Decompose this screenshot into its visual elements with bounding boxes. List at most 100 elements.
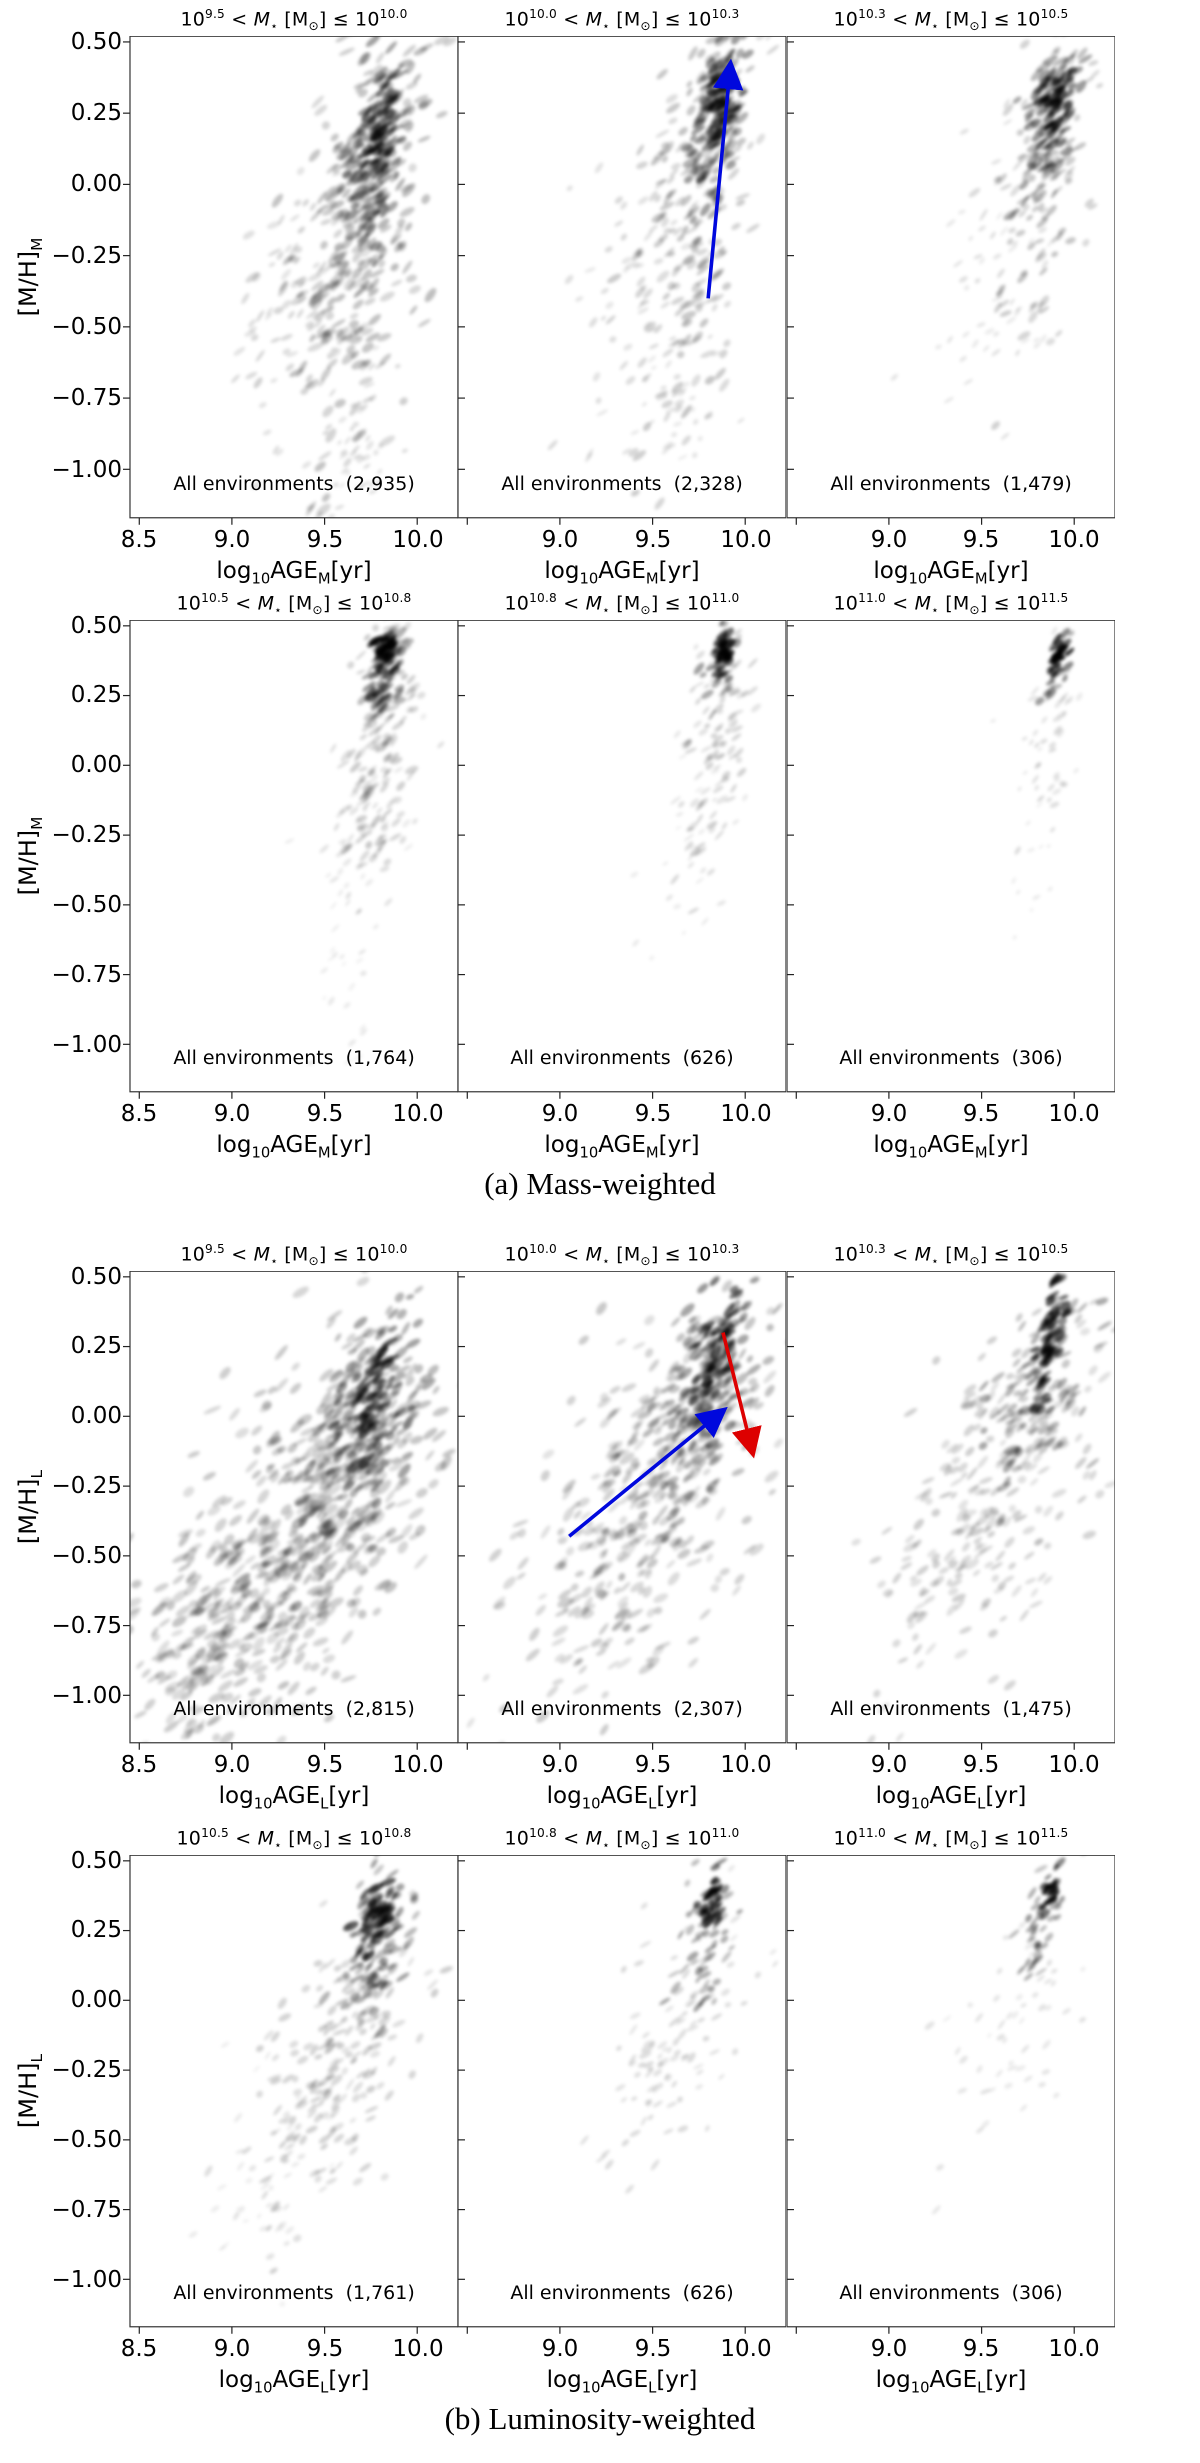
x-tick-label: 9.0 xyxy=(541,527,579,553)
panel-011: All environments (626) xyxy=(457,620,787,1099)
density-cloud xyxy=(989,626,1083,940)
x-tick-label: 9.5 xyxy=(306,1101,344,1127)
panel-102: All environments (1,475) xyxy=(786,1271,1115,1750)
x-tick-label: 9.5 xyxy=(306,2336,344,2362)
x-tick-label: 8.5 xyxy=(120,1101,158,1127)
x-axis-label: log10AGEL[yr] xyxy=(218,2367,370,2397)
x-tick-label: 10.0 xyxy=(392,527,444,553)
x-tick-label: 9.5 xyxy=(306,1752,344,1778)
annotation: All environments (306) xyxy=(839,2282,1062,2304)
caption-mass-weighted: (a) Mass-weighted xyxy=(484,1166,716,1201)
density-cloud xyxy=(580,1857,779,2194)
x-tick-label: 10.0 xyxy=(1048,527,1100,553)
panel-title-101: 1010.0 < M⋆ [M⊙] ≤ 1010.3 xyxy=(504,1242,740,1269)
y-tick-label: −0.25 xyxy=(51,2057,122,2083)
panel-border xyxy=(786,620,1115,1093)
x-tick-label: 9.0 xyxy=(541,1752,579,1778)
y-tick-label: 0.50 xyxy=(70,1264,122,1290)
x-tick-label: 10.0 xyxy=(720,2336,772,2362)
x-tick-label: 9.0 xyxy=(870,2336,908,2362)
panel-title-002: 1010.3 < M⋆ [M⊙] ≤ 1010.5 xyxy=(833,7,1069,34)
annotation: All environments (1,761) xyxy=(173,2282,414,2304)
caption-luminosity-weighted: (b) Luminosity-weighted xyxy=(444,2401,756,2436)
density-cloud xyxy=(231,36,457,518)
y-tick-label: −1.00 xyxy=(51,1683,122,1709)
y-tick-label: 0.25 xyxy=(70,1917,122,1943)
annotation: All environments (2,307) xyxy=(502,1698,743,1720)
y-tick-label: 0.00 xyxy=(70,1987,122,2013)
panel-title-001: 1010.0 < M⋆ [M⊙] ≤ 1010.3 xyxy=(504,7,740,34)
panel-010: All environments (1,764) xyxy=(122,620,458,1099)
x-axis-label: log10AGEM[yr] xyxy=(873,1132,1029,1162)
annotation: All environments (1,475) xyxy=(830,1698,1071,1720)
y-tick-label: −0.25 xyxy=(51,243,122,269)
y-tick-label: −0.25 xyxy=(51,822,122,848)
density-cloud xyxy=(284,620,445,1066)
x-tick-label: 9.0 xyxy=(541,1101,579,1127)
panel-border xyxy=(786,36,1115,519)
panel-002: All environments (1,479) xyxy=(786,36,1115,525)
x-tick-label: 9.5 xyxy=(634,1752,672,1778)
y-tick-label: −0.50 xyxy=(51,892,122,918)
x-tick-label: 9.5 xyxy=(306,527,344,553)
panel-title-112: 1011.0 < M⋆ [M⊙] ≤ 1011.5 xyxy=(833,1826,1069,1853)
panel-001: All environments (2,328) xyxy=(457,36,787,525)
y-tick-label: 0.50 xyxy=(70,1848,122,1874)
x-axis-label: log10AGEM[yr] xyxy=(216,1132,372,1162)
density-cloud xyxy=(188,1855,453,2307)
y-tick-label: 0.50 xyxy=(70,29,122,55)
x-tick-label: 8.5 xyxy=(120,1752,158,1778)
density-cloud xyxy=(890,36,1103,440)
x-tick-label: 9.5 xyxy=(634,2336,672,2362)
x-tick-label: 9.0 xyxy=(213,1752,251,1778)
x-tick-label: 9.5 xyxy=(962,2336,1000,2362)
y-tick-label: −0.50 xyxy=(51,1543,122,1569)
x-tick-label: 10.0 xyxy=(1048,2336,1100,2362)
y-tick-label: −1.00 xyxy=(51,2267,122,2293)
annotation: All environments (1,479) xyxy=(830,473,1071,495)
panel-110: All environments (1,761) xyxy=(122,1855,458,2334)
x-tick-label: 9.5 xyxy=(962,1752,1000,1778)
annotation: All environments (2,328) xyxy=(502,473,743,495)
panel-border xyxy=(457,36,787,519)
density-cloud xyxy=(467,1276,787,1743)
y-tick-label: 0.25 xyxy=(70,682,122,708)
x-tick-label: 10.0 xyxy=(392,1101,444,1127)
x-tick-label: 9.0 xyxy=(541,2336,579,2362)
x-tick-label: 10.0 xyxy=(720,1101,772,1127)
panel-border xyxy=(129,36,458,519)
x-tick-label: 10.0 xyxy=(392,2336,444,2362)
panel-title-011: 1010.8 < M⋆ [M⊙] ≤ 1011.0 xyxy=(504,591,740,618)
y-tick-label: −0.50 xyxy=(51,314,122,340)
y-tick-label: −1.00 xyxy=(51,1032,122,1058)
x-axis-label: log10AGEM[yr] xyxy=(873,558,1029,588)
y-tick-label: −0.25 xyxy=(51,1473,122,1499)
panel-border xyxy=(786,1271,1115,1744)
y-tick-label: −0.75 xyxy=(51,385,122,411)
y-axis-label: [M/H]M xyxy=(14,816,46,896)
x-axis-label: log10AGEM[yr] xyxy=(544,1132,700,1162)
x-tick-label: 9.0 xyxy=(870,1752,908,1778)
x-tick-label: 9.5 xyxy=(634,1101,672,1127)
x-axis-label: log10AGEL[yr] xyxy=(875,1783,1027,1813)
trend-arrow xyxy=(568,1406,729,1538)
x-axis-label: log10AGEL[yr] xyxy=(218,1783,370,1813)
panel-111: All environments (626) xyxy=(457,1855,787,2334)
trend-arrow xyxy=(706,58,744,299)
annotation: All environments (306) xyxy=(839,1047,1062,1069)
y-axis-label: [M/H]M xyxy=(14,237,46,317)
x-tick-label: 9.5 xyxy=(634,527,672,553)
panel-title-012: 1011.0 < M⋆ [M⊙] ≤ 1011.5 xyxy=(833,591,1069,618)
panel-border xyxy=(129,1271,458,1744)
y-tick-label: 0.00 xyxy=(70,171,122,197)
annotation: All environments (626) xyxy=(511,2282,734,2304)
x-tick-label: 10.0 xyxy=(720,527,772,553)
x-tick-label: 9.5 xyxy=(962,1101,1000,1127)
y-tick-label: −1.00 xyxy=(51,457,122,483)
y-tick-label: −0.75 xyxy=(51,2197,122,2223)
y-tick-label: 0.00 xyxy=(70,752,122,778)
y-tick-label: 0.25 xyxy=(70,100,122,126)
panel-title-100: 109.5 < M⋆ [M⊙] ≤ 1010.0 xyxy=(180,1242,408,1269)
x-axis-label: log10AGEL[yr] xyxy=(875,2367,1027,2397)
